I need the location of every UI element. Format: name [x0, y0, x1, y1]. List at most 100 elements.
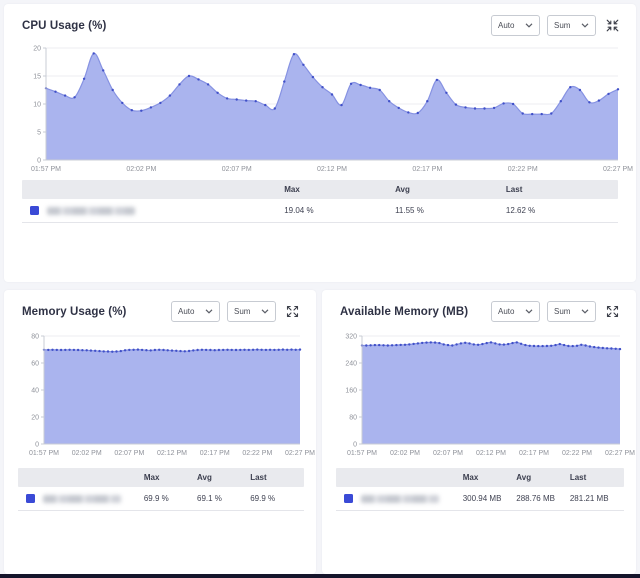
- available-memory-aggregation-select[interactable]: Sum: [547, 301, 596, 322]
- svg-text:20: 20: [33, 46, 41, 53]
- memory-usage-card: Memory Usage (%) Auto Sum: [4, 290, 316, 574]
- collapse-icon[interactable]: [605, 18, 620, 33]
- chevron-down-icon: [261, 307, 269, 316]
- svg-text:15: 15: [33, 74, 41, 81]
- legend-col-avg: Avg: [516, 473, 532, 482]
- available-memory-chart[interactable]: 0 80 160 240 320 01:57 PM 02:02 PM 02:07 PM 02:1…: [336, 328, 635, 460]
- svg-text:02:27 PM: 02:27 PM: [603, 166, 633, 173]
- available-memory-card: Available Memory (MB) Auto Sum: [322, 290, 636, 574]
- memory-last-value: 69.9 %: [250, 494, 276, 503]
- svg-text:02:17 PM: 02:17 PM: [200, 450, 230, 457]
- legend-col-last: Last: [250, 473, 267, 482]
- cpu-max-value: 19.04 %: [284, 206, 314, 215]
- memory-interval-value: Auto: [178, 307, 195, 316]
- svg-text:02:22 PM: 02:22 PM: [242, 450, 272, 457]
- series-name-blurred: [43, 494, 121, 503]
- svg-text:02:27 PM: 02:27 PM: [605, 450, 635, 457]
- svg-text:02:12 PM: 02:12 PM: [317, 166, 347, 173]
- memory-avg-value: 69.1 %: [197, 494, 222, 503]
- cpu-avg-value: 11.55 %: [395, 206, 424, 215]
- svg-text:20: 20: [31, 415, 39, 422]
- svg-text:01:57 PM: 01:57 PM: [347, 450, 377, 457]
- available-memory-legend-header: Max Avg Last: [336, 468, 624, 487]
- memory-aggregation-value: Sum: [234, 307, 251, 316]
- window-bottom-edge: [0, 574, 640, 578]
- svg-text:02:07 PM: 02:07 PM: [222, 166, 252, 173]
- chevron-down-icon: [525, 21, 533, 30]
- memory-legend-table: Max Avg Last 69.9 % 69.1 % 69.9 %: [18, 468, 304, 511]
- available-memory-chart-title: Available Memory (MB): [340, 305, 469, 318]
- svg-text:02:22 PM: 02:22 PM: [508, 166, 538, 173]
- memory-max-value: 69.9 %: [143, 494, 169, 503]
- memory-interval-select[interactable]: Auto: [171, 301, 220, 322]
- chevron-down-icon: [525, 307, 533, 316]
- chevron-down-icon: [581, 21, 589, 30]
- available-memory-interval-value: Auto: [498, 307, 515, 316]
- legend-col-last: Last: [569, 473, 587, 482]
- series-color-swatch: [30, 206, 39, 215]
- svg-text:0: 0: [37, 158, 41, 165]
- memory-usage-chart[interactable]: 0 20 40 60 80 01:57 PM 02:02 PM 02:07 PM 02:12 P…: [18, 328, 315, 460]
- svg-text:02:12 PM: 02:12 PM: [476, 450, 506, 457]
- cpu-chart-controls: Auto Sum: [491, 15, 620, 36]
- legend-col-max: Max: [143, 473, 160, 482]
- svg-text:02:02 PM: 02:02 PM: [390, 450, 420, 457]
- series-color-swatch: [26, 494, 35, 503]
- legend-col-max: Max: [284, 185, 300, 194]
- svg-text:5: 5: [37, 130, 41, 137]
- cpu-interval-select[interactable]: Auto: [491, 15, 540, 36]
- memory-aggregation-select[interactable]: Sum: [227, 301, 276, 322]
- available-memory-card-header: Available Memory (MB) Auto Sum: [322, 290, 636, 322]
- cpu-aggregation-value: Sum: [554, 21, 571, 30]
- svg-text:02:27 PM: 02:27 PM: [285, 450, 315, 457]
- available-memory-max-value: 300.94 MB: [462, 494, 502, 503]
- svg-text:60: 60: [31, 361, 39, 368]
- cpu-card-header: CPU Usage (%) Auto Sum: [4, 4, 636, 36]
- expand-icon[interactable]: [605, 304, 620, 319]
- memory-legend-row[interactable]: 69.9 % 69.1 % 69.9 %: [18, 487, 304, 511]
- svg-text:320: 320: [345, 334, 357, 341]
- svg-text:02:02 PM: 02:02 PM: [126, 166, 156, 173]
- cpu-aggregation-select[interactable]: Sum: [547, 15, 596, 36]
- svg-text:80: 80: [31, 334, 39, 341]
- available-memory-legend-row[interactable]: 300.94 MB 288.76 MB 281.21 MB: [336, 487, 624, 511]
- legend-col-max: Max: [462, 473, 479, 482]
- available-memory-interval-select[interactable]: Auto: [491, 301, 540, 322]
- svg-text:02:17 PM: 02:17 PM: [412, 166, 442, 173]
- svg-text:02:07 PM: 02:07 PM: [433, 450, 463, 457]
- memory-chart-title: Memory Usage (%): [22, 305, 127, 318]
- svg-text:02:12 PM: 02:12 PM: [157, 450, 187, 457]
- svg-text:02:17 PM: 02:17 PM: [519, 450, 549, 457]
- cpu-legend-table: Max Avg Last 19.04 % 11.55 % 12.62 %: [22, 180, 618, 223]
- svg-text:40: 40: [31, 388, 39, 395]
- legend-col-last: Last: [505, 185, 523, 194]
- svg-text:240: 240: [345, 361, 357, 368]
- svg-text:02:02 PM: 02:02 PM: [72, 450, 102, 457]
- chevron-down-icon: [205, 307, 213, 316]
- legend-col-avg: Avg: [395, 185, 410, 194]
- series-name-blurred: [361, 494, 439, 503]
- svg-text:0: 0: [35, 442, 39, 449]
- cpu-interval-value: Auto: [498, 21, 515, 30]
- expand-icon[interactable]: [285, 304, 300, 319]
- cpu-chart-title: CPU Usage (%): [22, 19, 107, 32]
- legend-col-avg: Avg: [197, 473, 212, 482]
- chevron-down-icon: [581, 307, 589, 316]
- svg-text:160: 160: [345, 388, 357, 395]
- available-memory-avg-value: 288.76 MB: [516, 494, 555, 503]
- available-memory-aggregation-value: Sum: [554, 307, 571, 316]
- svg-text:0: 0: [353, 442, 357, 449]
- memory-card-header: Memory Usage (%) Auto Sum: [4, 290, 316, 322]
- svg-text:80: 80: [349, 415, 357, 422]
- svg-text:10: 10: [33, 102, 41, 109]
- svg-text:02:22 PM: 02:22 PM: [562, 450, 592, 457]
- series-name-blurred: [47, 206, 135, 215]
- available-memory-legend-table: Max Avg Last 300.94 MB 288.76 MB 281.21 …: [336, 468, 624, 511]
- svg-text:01:57 PM: 01:57 PM: [31, 166, 61, 173]
- cpu-usage-card: CPU Usage (%) Auto Sum: [4, 4, 636, 282]
- cpu-usage-chart[interactable]: 0 5 10 15 20 01:57 PM 02:02 PM 02:07 PM 02:12 PM…: [20, 40, 633, 176]
- available-memory-last-value: 281.21 MB: [569, 494, 609, 503]
- cpu-last-value: 12.62 %: [505, 206, 536, 215]
- cpu-legend-row[interactable]: 19.04 % 11.55 % 12.62 %: [22, 199, 618, 223]
- cpu-legend-header: Max Avg Last: [22, 180, 618, 199]
